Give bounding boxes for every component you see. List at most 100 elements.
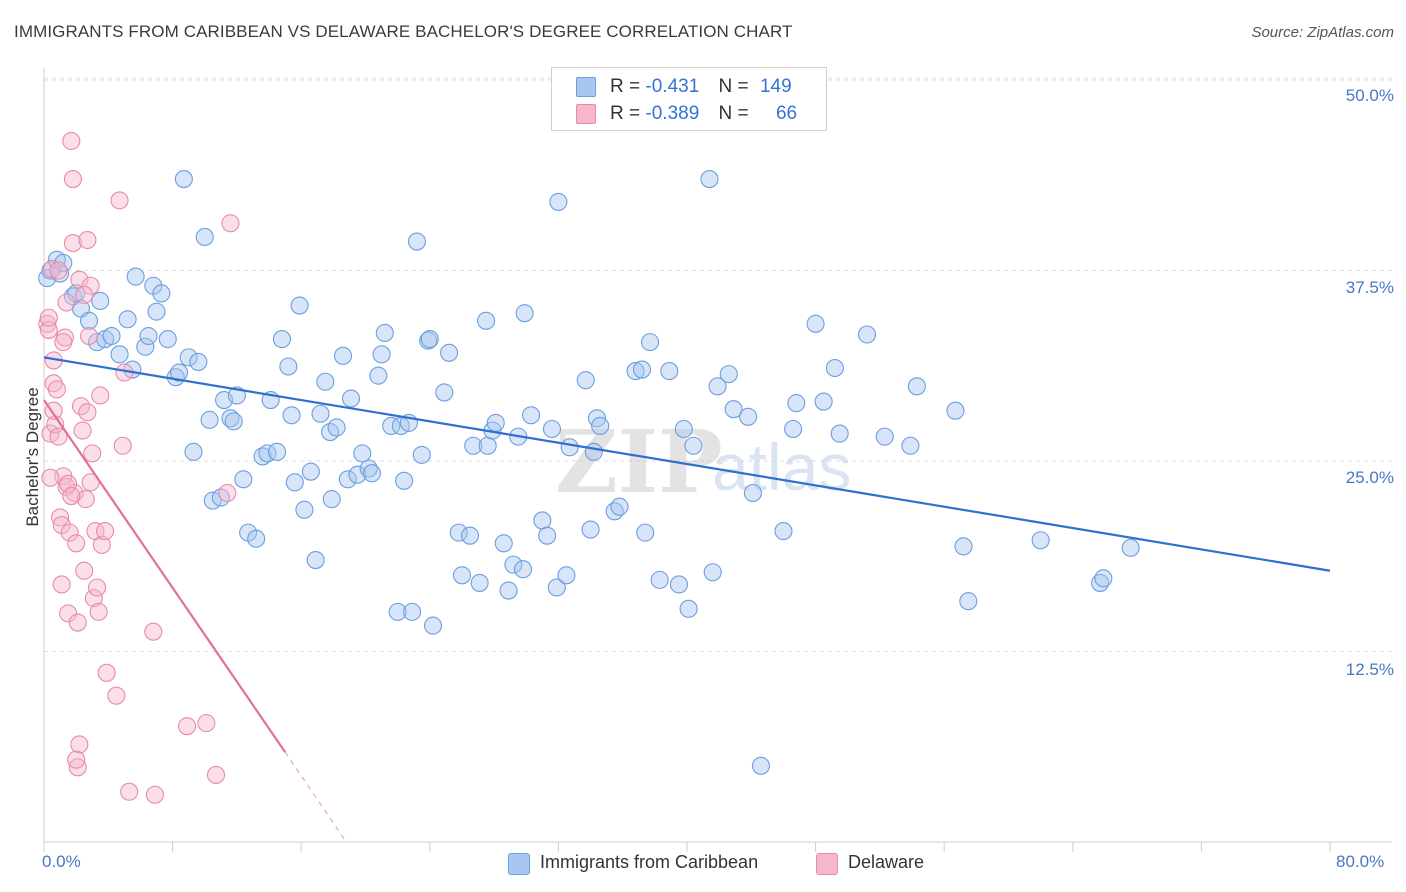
data-point xyxy=(91,386,110,405)
data-point xyxy=(382,416,401,435)
data-point xyxy=(51,508,70,527)
data-point xyxy=(178,717,197,736)
data-point xyxy=(52,575,71,594)
data-point xyxy=(341,389,361,408)
y-axis-label: Bachelor's Degree xyxy=(23,387,42,527)
stats-legend: R = -0.431 N = 149 R = -0.389 N = 66 xyxy=(551,67,827,131)
data-point xyxy=(301,462,320,481)
data-point xyxy=(247,529,266,548)
data-point xyxy=(435,383,454,402)
data-point xyxy=(282,406,301,425)
data-point xyxy=(76,490,95,509)
data-point xyxy=(218,483,237,503)
axes xyxy=(43,68,1392,852)
data-point xyxy=(174,170,193,189)
data-point xyxy=(195,227,214,247)
data-point xyxy=(784,419,803,439)
data-point xyxy=(62,487,81,506)
data-point xyxy=(113,436,132,455)
data-point xyxy=(669,575,689,594)
watermark: ZIP atlas xyxy=(555,412,851,513)
trend-lines xyxy=(43,356,1331,843)
data-point xyxy=(700,170,719,189)
data-point xyxy=(1121,538,1140,557)
legend-item-caribbean[interactable]: Immigrants from Caribbean xyxy=(508,852,798,876)
stats-text: R = -0.431 N = 149 xyxy=(610,76,792,97)
data-point xyxy=(84,589,103,608)
data-point xyxy=(91,291,110,311)
data-point xyxy=(63,234,82,253)
data-point xyxy=(321,422,340,442)
data-point xyxy=(787,394,806,413)
data-point xyxy=(57,293,76,312)
data-point xyxy=(295,500,314,519)
data-point xyxy=(1094,569,1113,588)
data-point xyxy=(959,592,978,611)
data-point xyxy=(830,424,849,443)
watermark-atlas: atlas xyxy=(712,430,851,504)
data-point xyxy=(107,686,126,705)
data-point xyxy=(724,400,743,419)
data-point xyxy=(581,520,600,539)
data-point xyxy=(41,468,60,487)
data-point xyxy=(285,473,304,492)
y-tick-label: 37.5% xyxy=(1345,278,1394,297)
data-point xyxy=(147,302,166,321)
data-point xyxy=(110,191,129,210)
data-point xyxy=(221,214,240,233)
data-point xyxy=(316,372,335,391)
data-point xyxy=(179,348,198,367)
data-point xyxy=(449,523,468,542)
data-point xyxy=(120,782,139,801)
data-point xyxy=(901,436,920,455)
data-point xyxy=(79,311,99,330)
data-point xyxy=(206,765,226,784)
data-point xyxy=(68,613,87,632)
data-point xyxy=(470,573,489,592)
data-point xyxy=(169,363,189,382)
data-point xyxy=(719,365,738,384)
data-point xyxy=(547,578,566,597)
data-point xyxy=(640,333,660,352)
legend-item-delaware[interactable]: Delaware xyxy=(816,852,946,876)
data-point xyxy=(494,534,513,553)
data-point xyxy=(197,714,216,733)
data-point xyxy=(478,436,497,455)
data-point xyxy=(576,371,595,390)
data-point xyxy=(660,362,679,381)
data-point xyxy=(857,325,877,344)
data-point xyxy=(189,352,208,371)
data-point xyxy=(632,360,652,379)
data-point xyxy=(97,663,116,682)
data-point xyxy=(96,522,115,541)
data-point xyxy=(102,326,121,346)
data-point xyxy=(610,497,629,516)
data-point xyxy=(67,750,86,769)
data-point xyxy=(557,566,576,585)
caribbean-swatch xyxy=(576,77,596,97)
data-point xyxy=(49,261,68,280)
data-point xyxy=(486,413,505,432)
data-point xyxy=(440,343,459,362)
data-point xyxy=(372,345,391,364)
data-point xyxy=(513,560,533,579)
caribbean-legend-swatch xyxy=(508,853,530,875)
data-point xyxy=(73,421,92,440)
data-point xyxy=(110,345,129,364)
data-point xyxy=(89,602,108,621)
delaware-swatch xyxy=(576,104,596,124)
data-point xyxy=(63,170,82,189)
data-point xyxy=(954,537,973,556)
data-point xyxy=(338,470,357,489)
source-credit: Source: ZipAtlas.com xyxy=(1251,24,1394,41)
data-point xyxy=(907,377,926,396)
watermark-zip: ZIP xyxy=(555,412,723,513)
data-point xyxy=(253,447,272,466)
data-point xyxy=(39,308,58,327)
data-point xyxy=(703,563,722,582)
data-point xyxy=(152,284,171,303)
data-point xyxy=(348,465,367,484)
data-point xyxy=(68,758,87,777)
data-point xyxy=(460,526,480,545)
